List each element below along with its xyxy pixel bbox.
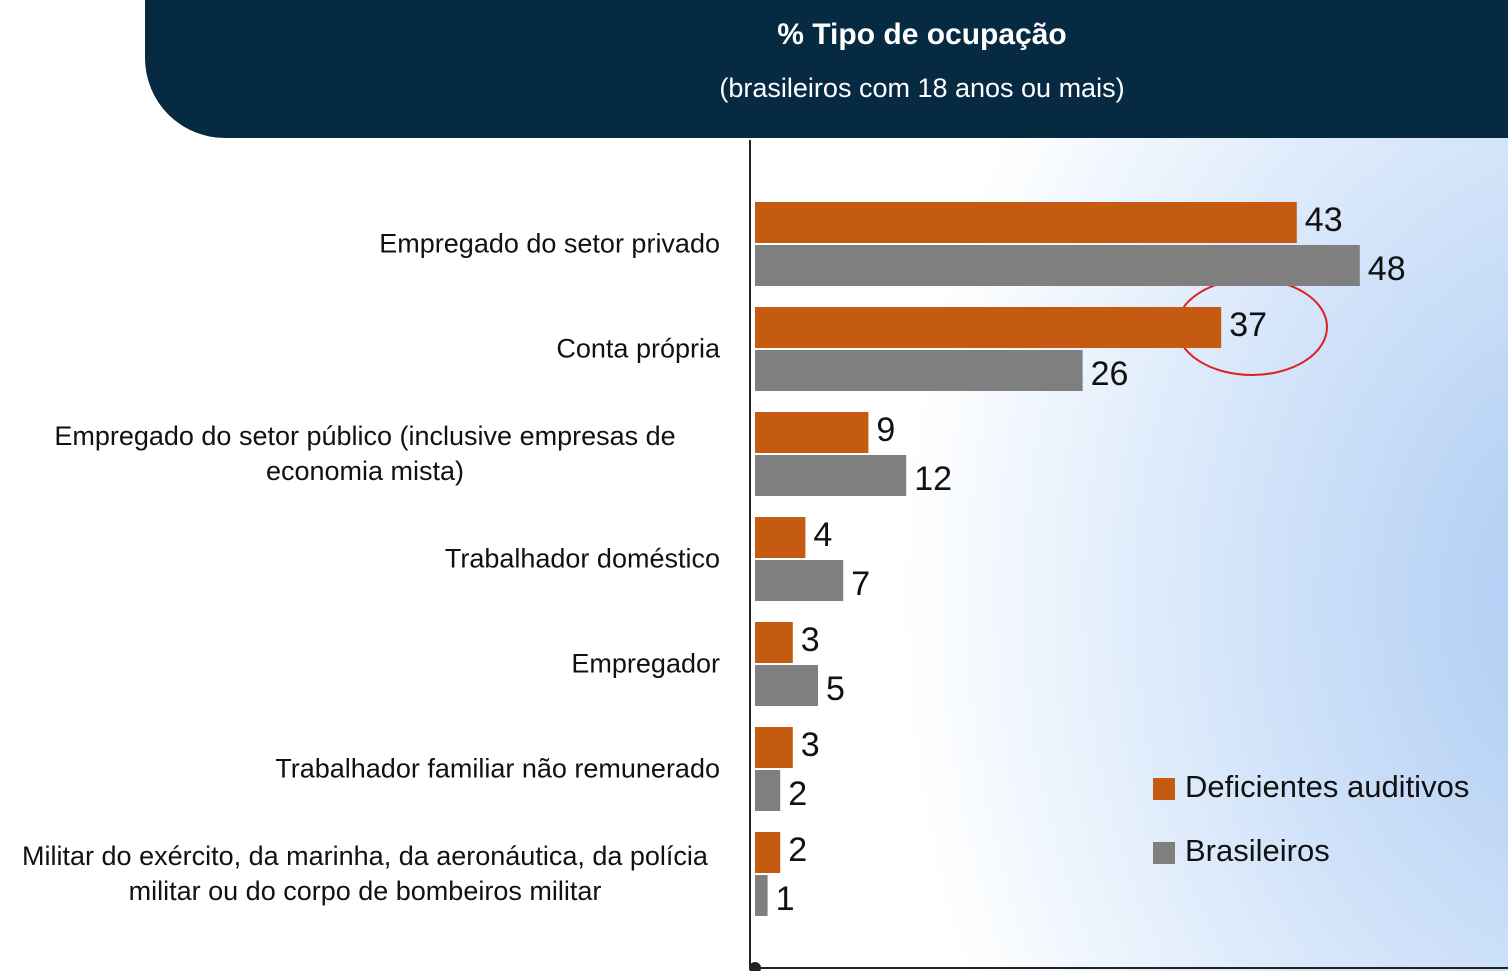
bar [755,875,768,916]
bar [755,350,1083,391]
value-label: 7 [851,565,870,603]
category-label: Trabalhador familiar não remunerado [275,753,720,784]
bar [755,770,781,811]
value-label: 48 [1368,250,1406,288]
value-label: 9 [876,411,895,449]
value-label: 5 [826,670,845,708]
bar [755,727,793,768]
category-label: Empregado do setor público (inclusive em… [54,421,676,486]
category-label: Trabalhador doméstico [444,543,720,574]
category-label: Militar do exército, da marinha, da aero… [22,841,708,906]
value-label: 37 [1229,306,1267,344]
legend-label: Brasileiros [1185,833,1330,868]
legend-swatch [1153,778,1175,800]
bar [755,455,907,496]
bar [755,517,806,558]
category-label: Empregador [571,648,720,679]
value-label: 26 [1091,355,1129,393]
value-label: 4 [813,516,832,554]
value-label: 3 [801,621,820,659]
legend-label: Deficientes auditivos [1185,769,1469,804]
header-band [145,0,1508,138]
bar [755,832,781,873]
category-label: Empregado do setor privado [379,228,720,259]
bar [755,202,1297,243]
value-label: 2 [788,775,807,813]
bar [755,560,844,601]
bar [755,245,1360,286]
value-label: 1 [776,880,795,918]
value-label: 3 [801,726,820,764]
value-label: 2 [788,831,807,869]
axis-dot [749,962,761,971]
bar [755,622,793,663]
legend-swatch [1153,842,1175,864]
value-label: 12 [914,460,952,498]
bar [755,307,1222,348]
chart-title: % Tipo de ocupação [777,18,1067,51]
value-label: 43 [1305,201,1343,239]
bar [755,412,869,453]
bar [755,665,818,706]
chart-subtitle: (brasileiros com 18 anos ou mais) [719,73,1124,103]
category-label: Conta própria [556,333,720,364]
